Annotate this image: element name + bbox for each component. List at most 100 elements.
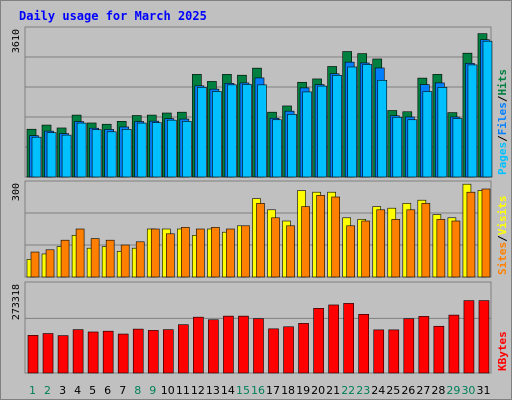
ymax-label-bottom: 273318 bbox=[11, 284, 22, 320]
sites-bar bbox=[466, 191, 476, 278]
chart-title: Daily usage for March 2025 bbox=[19, 9, 207, 23]
sites-bar bbox=[376, 209, 386, 278]
sites-bar bbox=[316, 195, 325, 278]
sites-bar bbox=[75, 228, 85, 278]
day-label: 15 bbox=[236, 384, 250, 397]
sites-bar bbox=[286, 225, 295, 278]
kbytes-bar bbox=[147, 330, 159, 374]
day-label: 2 bbox=[44, 384, 51, 397]
kbytes-bar bbox=[358, 314, 370, 374]
pages-bar bbox=[166, 119, 177, 178]
side-label-part: Pages bbox=[496, 142, 509, 175]
day-label: 10 bbox=[161, 384, 175, 397]
pages-bar bbox=[242, 84, 252, 178]
kbytes-bar bbox=[132, 328, 144, 374]
side-label-part: / bbox=[496, 95, 509, 102]
pages-bar bbox=[392, 116, 403, 178]
day-label: 20 bbox=[311, 384, 325, 397]
sites-bar bbox=[120, 244, 130, 278]
day-label: 3 bbox=[59, 384, 66, 397]
pages-bar bbox=[31, 136, 42, 178]
day-label: 28 bbox=[431, 384, 445, 397]
sites-bar bbox=[361, 220, 371, 278]
kbytes-bar bbox=[478, 300, 490, 374]
pages-bar bbox=[106, 131, 117, 178]
kbytes-bar bbox=[178, 324, 189, 374]
pages-bar bbox=[272, 119, 282, 178]
side-label-bottom: KBytes bbox=[496, 331, 509, 371]
day-label: 18 bbox=[281, 384, 295, 397]
pages-bar bbox=[347, 66, 357, 178]
day-label: 11 bbox=[176, 384, 190, 397]
sites-bar bbox=[165, 233, 175, 278]
day-label: 24 bbox=[371, 384, 385, 397]
kbytes-bar bbox=[72, 329, 84, 374]
day-label: 5 bbox=[89, 384, 96, 397]
pages-bar bbox=[121, 129, 132, 178]
day-label: 9 bbox=[149, 384, 156, 397]
sites-bar bbox=[105, 239, 115, 278]
sites-bar bbox=[211, 227, 220, 278]
kbytes-bar bbox=[448, 314, 460, 374]
kbytes-bar bbox=[388, 329, 400, 374]
day-label: 30 bbox=[461, 384, 475, 397]
sites-bar bbox=[196, 228, 205, 278]
kbytes-bar bbox=[403, 318, 415, 374]
kbytes-bar bbox=[268, 328, 279, 374]
sites-bar bbox=[226, 228, 235, 278]
pages-bar bbox=[332, 74, 342, 178]
pages-bar bbox=[362, 64, 373, 178]
pages-bar bbox=[197, 87, 207, 178]
kbytes-bar bbox=[328, 304, 339, 374]
pages-bar bbox=[61, 134, 72, 178]
kbytes-bar bbox=[87, 331, 99, 374]
day-label: 6 bbox=[104, 384, 111, 397]
sites-bar bbox=[421, 203, 431, 278]
day-label: 31 bbox=[476, 384, 490, 397]
ymax-label-top: 3610 bbox=[11, 29, 22, 53]
kbytes-bar bbox=[253, 318, 264, 374]
day-label: 27 bbox=[416, 384, 430, 397]
day-label: 21 bbox=[326, 384, 340, 397]
pages-bar bbox=[302, 91, 312, 178]
kbytes-bar bbox=[418, 316, 430, 374]
pages-bar bbox=[76, 122, 87, 178]
kbytes-bar bbox=[343, 303, 354, 374]
side-label-part: Hits bbox=[496, 69, 509, 96]
kbytes-bar bbox=[298, 323, 309, 374]
kbytes-bar bbox=[373, 329, 385, 374]
kbytes-bar bbox=[238, 315, 249, 374]
pages-bar bbox=[317, 85, 327, 178]
day-label: 4 bbox=[74, 384, 81, 397]
sites-bar bbox=[436, 219, 446, 278]
side-label-part: Files bbox=[496, 102, 509, 135]
sites-bar bbox=[451, 220, 461, 278]
kbytes-bar bbox=[193, 316, 204, 374]
kbytes-bar bbox=[102, 330, 114, 374]
sites-bar bbox=[45, 249, 55, 278]
kbytes-bar bbox=[117, 333, 129, 374]
sites-bar bbox=[481, 188, 491, 278]
pages-bar bbox=[151, 122, 162, 178]
pages-bar bbox=[482, 40, 493, 178]
sites-bar bbox=[331, 196, 340, 278]
sites-bar bbox=[406, 209, 416, 278]
day-label: 16 bbox=[251, 384, 265, 397]
kbytes-bar bbox=[42, 333, 54, 374]
sites-bar bbox=[346, 225, 355, 278]
day-label: 1 bbox=[29, 384, 36, 397]
kbytes-bar bbox=[433, 325, 445, 374]
pages-bar bbox=[437, 87, 448, 178]
kbytes-bar bbox=[27, 335, 39, 374]
day-label: 14 bbox=[221, 384, 235, 397]
day-label: 13 bbox=[206, 384, 220, 397]
pages-bar bbox=[407, 119, 418, 178]
sites-bar bbox=[271, 217, 280, 278]
pages-bar bbox=[136, 122, 147, 178]
sites-bar bbox=[301, 206, 310, 278]
pages-bar bbox=[46, 132, 57, 178]
day-label: 26 bbox=[401, 384, 415, 397]
pages-bar bbox=[422, 91, 433, 178]
